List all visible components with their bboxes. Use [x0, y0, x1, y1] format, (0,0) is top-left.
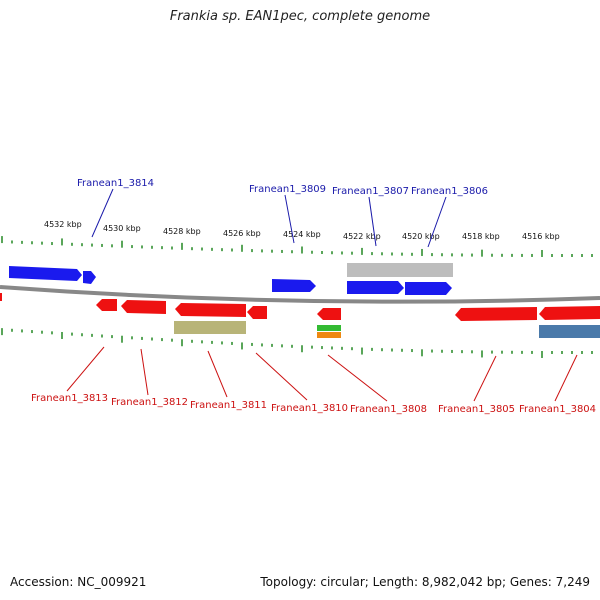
accession-label: Accession: NC_009921: [10, 575, 147, 589]
gene-feature-steel[interactable]: [539, 325, 600, 338]
lower-tick-track: [1, 328, 593, 358]
gene-feature[interactable]: [83, 271, 96, 284]
scale-label-4528: 4528 kbp: [163, 227, 201, 236]
scale-label-4530: 4530 kbp: [103, 224, 141, 233]
gene-feature[interactable]: [405, 282, 452, 295]
forward-genes: [9, 263, 453, 295]
map-title: Frankia sp. EAN1pec, complete genome: [169, 9, 431, 24]
gene-feature[interactable]: [455, 307, 537, 321]
gene-label-franean1-3805[interactable]: Franean1_3805: [438, 404, 515, 415]
gene-feature-gray[interactable]: [347, 263, 453, 277]
scale-label-4516: 4516 kbp: [522, 232, 560, 241]
gene-feature-orange[interactable]: [317, 332, 341, 338]
reverse-genes: [0, 293, 600, 338]
scale-labels: 4532 kbp 4530 kbp 4528 kbp 4526 kbp 4524…: [44, 220, 560, 241]
gene-label-franean1-3806[interactable]: Franean1_3806: [411, 186, 488, 197]
gene-feature[interactable]: [539, 306, 600, 320]
gene-label-franean1-3810[interactable]: Franean1_3810: [271, 403, 348, 414]
gene-label-franean1-3812[interactable]: Franean1_3812: [111, 397, 188, 408]
reverse-labels: Franean1_3813 Franean1_3812 Franean1_381…: [31, 393, 596, 415]
gene-label-franean1-3804[interactable]: Franean1_3804: [519, 404, 596, 415]
forward-label-leaders: [91, 188, 447, 248]
gene-feature[interactable]: [347, 281, 404, 294]
scale-label-4518: 4518 kbp: [462, 232, 500, 241]
scale-label-4520: 4520 kbp: [402, 232, 440, 241]
gene-feature[interactable]: [96, 299, 117, 311]
forward-labels: Franean1_3814 Franean1_3809 Franean1_380…: [77, 178, 488, 197]
gene-label-franean1-3809[interactable]: Franean1_3809: [249, 184, 326, 195]
gene-label-franean1-3814[interactable]: Franean1_3814: [77, 178, 154, 189]
gene-feature-green[interactable]: [317, 325, 341, 331]
gene-label-franean1-3807[interactable]: Franean1_3807: [332, 186, 409, 197]
gene-label-franean1-3813[interactable]: Franean1_3813: [31, 393, 108, 404]
gene-feature[interactable]: [9, 266, 82, 281]
upper-tick-track: [1, 236, 593, 257]
scale-label-4526: 4526 kbp: [223, 229, 261, 238]
gene-feature[interactable]: [272, 279, 316, 292]
reverse-label-leaders: [66, 346, 578, 402]
gene-label-franean1-3808[interactable]: Franean1_3808: [350, 404, 427, 415]
scale-label-4532: 4532 kbp: [44, 220, 82, 229]
gene-feature[interactable]: [121, 300, 166, 314]
gene-label-franean1-3811[interactable]: Franean1_3811: [190, 400, 267, 411]
scale-label-4524: 4524 kbp: [283, 230, 321, 239]
genome-summary: Topology: circular; Length: 8,982,042 bp…: [260, 575, 590, 589]
scale-label-4522: 4522 kbp: [343, 232, 381, 241]
gene-feature[interactable]: [317, 308, 341, 320]
gene-feature[interactable]: [247, 306, 267, 319]
gene-feature[interactable]: [175, 303, 246, 317]
gene-feature[interactable]: [0, 293, 2, 301]
genome-backbone: [0, 285, 600, 304]
gene-feature-olive[interactable]: [174, 321, 246, 334]
